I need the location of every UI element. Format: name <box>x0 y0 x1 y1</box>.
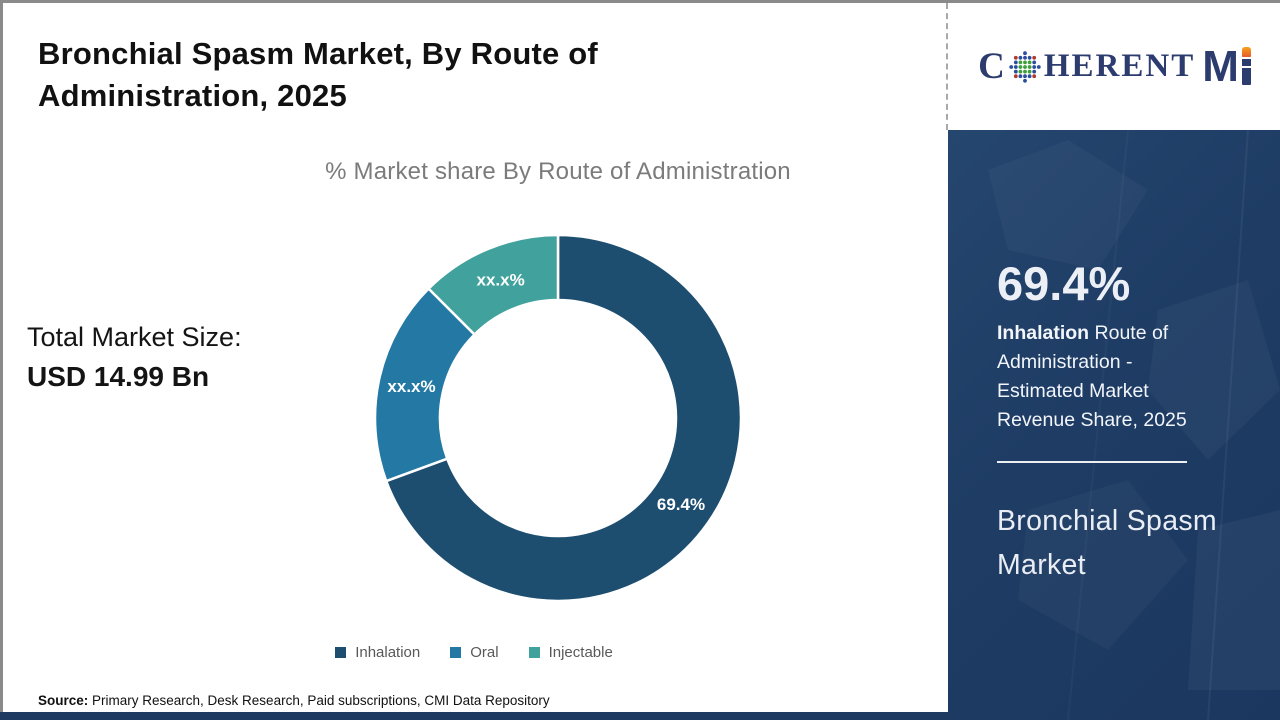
legend-swatch-inhalation <box>335 647 347 658</box>
globe-dot <box>1022 64 1027 69</box>
globe-dot <box>1032 69 1036 73</box>
globe-dot <box>1018 55 1023 60</box>
globe-dot <box>1036 64 1041 69</box>
total-market-size-label: Total Market Size: <box>27 322 242 352</box>
globe-dot <box>1022 78 1027 83</box>
globe-dot <box>1018 60 1023 64</box>
source-text: Primary Research, Desk Research, Paid su… <box>88 693 550 708</box>
page-title: Bronchial Spasm Market, By Route of Admi… <box>38 36 598 113</box>
highlight-panel-content: 69.4% Inhalation Route of Administration… <box>948 130 1280 587</box>
logo-box: C HERENT M <box>949 3 1280 130</box>
total-market-size-value: USD 14.99 Bn <box>27 361 210 392</box>
globe-dot <box>1032 60 1036 64</box>
donut-slice-inhalation <box>384 233 743 603</box>
legend-swatch-oral <box>450 647 462 658</box>
globe-dot <box>1013 64 1018 69</box>
globe-dot <box>1032 64 1036 69</box>
left-border <box>0 0 3 720</box>
logo-letter-c: C <box>978 46 1006 87</box>
source-line: Source: Primary Research, Desk Research,… <box>38 693 550 708</box>
globe-dot <box>1027 69 1032 73</box>
highlight-stat-description: Inhalation Route of Administration - Est… <box>997 319 1215 435</box>
legend-swatch-injectable <box>528 647 540 658</box>
highlight-panel: 69.4% Inhalation Route of Administration… <box>948 130 1280 720</box>
coherentmi-logo: C HERENT M <box>978 41 1251 91</box>
legend-label-inhalation: Inhalation <box>355 644 421 661</box>
globe-dot <box>1032 55 1036 60</box>
slice-label-injectable: xx.x% <box>476 270 524 289</box>
globe-dot <box>1018 73 1023 78</box>
globe-dot <box>1022 50 1027 55</box>
world-map-texture <box>1148 130 1280 720</box>
legend-item-inhalation: Inhalation <box>335 644 420 661</box>
highlight-stat-value: 69.4% <box>997 257 1131 310</box>
globe-dot <box>1013 60 1018 64</box>
globe-dot <box>1013 55 1018 60</box>
logo-i-orange-segment <box>1241 46 1251 57</box>
logo-i-navy-segment <box>1241 58 1251 66</box>
panel-divider-line <box>997 461 1187 463</box>
logo-letter-i-bar <box>1241 46 1251 87</box>
globe-dot <box>1009 64 1013 69</box>
header-dashed-divider <box>946 3 948 130</box>
legend-label-injectable: Injectable <box>548 644 613 661</box>
total-market-size-block: Total Market Size: USD 14.99 Bn <box>27 322 242 393</box>
globe-dot <box>1018 64 1023 69</box>
globe-dot <box>1022 73 1027 78</box>
bottom-accent-bar <box>0 712 1280 720</box>
donut-chart: 69.4% xx.x% xx.x% <box>368 228 748 608</box>
globe-dot <box>1027 60 1032 64</box>
globe-dot <box>1013 73 1018 78</box>
logo-letter-m: M <box>1202 41 1239 91</box>
globe-dot <box>1022 69 1027 73</box>
chart-legend: Inhalation Oral Injectable <box>0 644 948 661</box>
coherentmi-globe-icon <box>1009 50 1041 83</box>
legend-item-injectable: Injectable <box>528 644 613 661</box>
globe-dot <box>1022 55 1027 60</box>
slice-label-inhalation: 69.4% <box>657 495 705 514</box>
logo-i-navy-segment <box>1241 67 1251 85</box>
globe-dot <box>1032 73 1036 78</box>
globe-dot <box>1027 55 1032 60</box>
top-border <box>0 0 1280 3</box>
chart-title: % Market share By Route of Administratio… <box>325 158 791 185</box>
source-label: Source: <box>38 693 89 708</box>
globe-dot <box>1013 69 1018 73</box>
donut-chart-svg: 69.4% xx.x% xx.x% <box>373 233 743 603</box>
legend-item-oral: Oral <box>450 644 499 661</box>
logo-text-herent: HERENT <box>1043 48 1196 84</box>
globe-dot <box>1027 73 1032 78</box>
legend-label-oral: Oral <box>470 644 499 661</box>
highlight-segment-name: Inhalation <box>997 322 1090 344</box>
globe-dot <box>1027 64 1032 69</box>
globe-dot <box>1022 60 1027 64</box>
highlight-stat-text: Route of Administration - Estimated Mark… <box>997 322 1187 431</box>
slice-label-oral: xx.x% <box>387 377 435 396</box>
donut-slice-injectable <box>427 233 560 336</box>
globe-dot <box>1018 69 1023 73</box>
market-name: Bronchial Spasm Market <box>997 505 1217 581</box>
